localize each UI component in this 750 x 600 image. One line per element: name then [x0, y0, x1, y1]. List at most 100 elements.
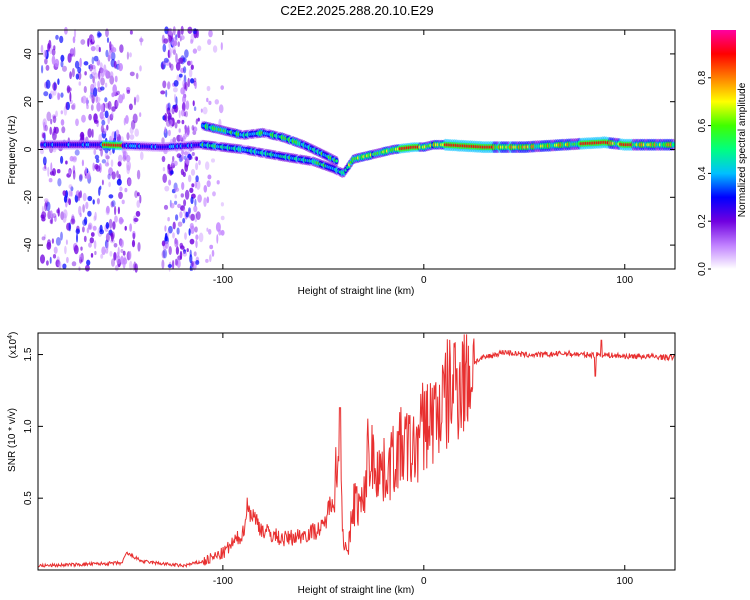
noise-speck	[164, 126, 167, 134]
noise-speck	[88, 64, 91, 70]
noise-speck	[105, 28, 109, 38]
noise-speck	[188, 208, 191, 219]
noise-speck	[183, 249, 187, 254]
noise-speck	[161, 240, 166, 247]
noise-speck	[96, 198, 100, 205]
noise-speck	[137, 242, 141, 252]
noise-speck	[110, 51, 116, 61]
noise-speck	[69, 71, 72, 80]
noise-speck	[52, 115, 57, 124]
noise-speck	[175, 246, 179, 255]
spectrogram-ridges	[39, 120, 676, 178]
noise-speck	[92, 199, 95, 205]
noise-speck	[119, 186, 123, 192]
noise-speck	[183, 199, 187, 207]
noise-speck	[82, 192, 87, 202]
noise-speck	[104, 152, 109, 159]
noise-speck	[71, 261, 77, 267]
y-tick-label: 1.0	[23, 419, 34, 433]
noise-speck	[72, 36, 76, 44]
noise-speck	[136, 94, 140, 103]
noise-speck	[192, 48, 198, 54]
noise-speck	[191, 152, 195, 156]
noise-speck	[168, 225, 173, 234]
noise-speck	[89, 94, 94, 99]
noise-speck	[124, 187, 128, 193]
noise-speck	[108, 218, 113, 229]
noise-speck	[60, 119, 65, 126]
noise-speck	[160, 90, 166, 95]
noise-speck	[186, 248, 189, 253]
noise-speck	[108, 194, 114, 199]
noise-speck	[114, 75, 118, 83]
noise-speck	[165, 89, 168, 98]
noise-speck	[191, 125, 195, 131]
noise-speck	[49, 219, 52, 224]
noise-speck	[54, 215, 57, 222]
noise-speck	[174, 122, 178, 129]
noise-speck	[94, 163, 99, 170]
noise-speck	[140, 151, 144, 161]
noise-speck	[81, 159, 84, 167]
noise-speck	[185, 157, 190, 165]
noise-speck	[168, 40, 171, 49]
noise-speck	[44, 58, 48, 65]
noise-speck	[67, 53, 72, 63]
noise-speck	[84, 216, 88, 225]
noise-speck	[173, 36, 178, 43]
noise-speck	[110, 232, 114, 237]
noise-speck	[205, 258, 209, 263]
noise-speck	[44, 202, 48, 212]
noise-speck	[54, 58, 60, 68]
noise-speck	[81, 95, 87, 104]
noise-speck	[57, 78, 60, 85]
noise-speck	[47, 166, 50, 177]
noise-speck	[56, 169, 61, 174]
noise-speck	[78, 81, 82, 86]
noise-speck	[71, 67, 75, 78]
noise-speck	[101, 159, 107, 164]
noise-speck	[55, 237, 61, 246]
noise-speck	[212, 191, 216, 197]
noise-speck	[85, 201, 89, 210]
noise-speck	[212, 45, 218, 53]
noise-speck	[206, 85, 211, 92]
noise-speck	[86, 227, 90, 234]
noise-speck	[129, 223, 133, 232]
noise-speck	[113, 243, 118, 248]
noise-speck	[177, 29, 181, 39]
noise-speck	[105, 69, 109, 79]
noise-speck	[183, 207, 186, 214]
noise-speck	[173, 160, 178, 166]
noise-speck	[51, 238, 55, 244]
noise-speck	[182, 79, 186, 88]
noise-speck	[126, 132, 130, 141]
noise-speck	[97, 80, 100, 89]
noise-speck	[43, 121, 46, 132]
noise-speck	[114, 99, 119, 110]
noise-speck	[176, 153, 182, 159]
noise-speck	[188, 68, 193, 78]
noise-speck	[173, 87, 178, 93]
noise-speck	[176, 239, 179, 247]
noise-speck	[216, 180, 220, 185]
noise-speck	[60, 231, 63, 241]
noise-speck	[41, 211, 47, 219]
noise-speck	[109, 41, 112, 51]
noise-speck	[49, 126, 52, 135]
colorbar-tick-label: 0.4	[697, 166, 708, 180]
noise-speck	[200, 108, 203, 113]
noise-speck	[134, 128, 139, 137]
noise-speck	[111, 171, 116, 180]
noise-speck	[105, 49, 109, 58]
noise-speck	[218, 229, 222, 236]
noise-speck	[119, 44, 124, 53]
noise-speck	[117, 161, 122, 167]
noise-speck	[175, 96, 178, 106]
noise-speck	[64, 245, 67, 255]
noise-speck	[117, 59, 120, 65]
noise-speck	[98, 47, 101, 53]
noise-speck	[167, 81, 171, 90]
noise-speck	[80, 131, 85, 139]
noise-speck	[88, 242, 92, 248]
